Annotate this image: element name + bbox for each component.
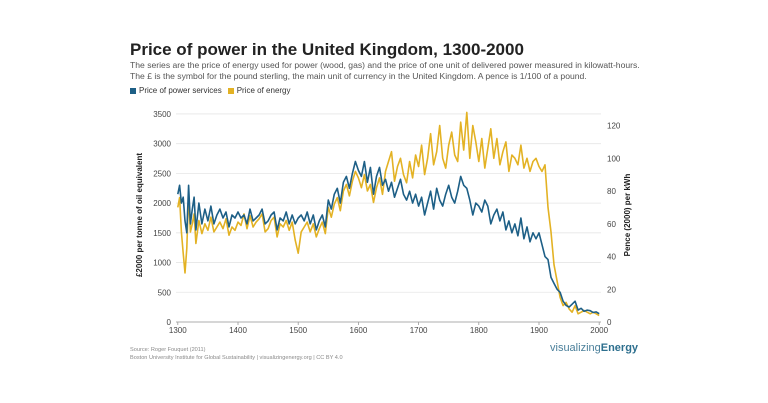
x-tick-label: 1800 [470,326,488,335]
y-left-tick-label: 1500 [153,229,171,238]
y-left-tick-label: 3500 [153,110,171,119]
source-line-2: Boston University Institute for Global S… [130,355,343,361]
y-left-tick-label: 500 [158,288,172,297]
legend: Price of power services Price of energy [130,86,291,95]
chart-title: Price of power in the United Kingdom, 13… [130,40,524,59]
x-tick-label: 1500 [289,326,307,335]
series-line-power-services [177,160,600,315]
brand-light: visualizing [550,342,601,354]
y-right-tick-label: 0 [607,318,612,327]
y-left-tick-label: 2000 [153,199,171,208]
source-note: Source: Roger Fouquet (2011) Boston Univ… [130,346,343,362]
legend-swatch-energy [227,87,234,94]
y-right-tick-label: 80 [607,187,616,196]
x-tick-label: 1600 [350,326,368,335]
source-line-1: Source: Roger Fouquet (2011) [130,347,206,353]
x-tick-label: 1900 [530,326,548,335]
x-tick-label: 1300 [169,326,187,335]
series-line-energy [177,111,600,317]
legend-item-energy: Price of energy [227,86,291,95]
y-right-tick-label: 100 [607,154,621,163]
y-left-tick-label: 0 [167,318,172,327]
y-right-tick-label: 60 [607,220,616,229]
x-tick-label: 1700 [410,326,428,335]
brand-bold: Energy [600,342,639,354]
y-right-axis-title: Pence (2000) per kWh [623,174,632,257]
legend-item-services: Price of power services [130,86,222,95]
legend-label-energy: Price of energy [236,86,291,95]
y-left-tick-label: 2500 [153,169,171,178]
y-right-tick-label: 20 [607,285,616,294]
brand-logo: visualizingEnergy [550,342,638,354]
y-right-tick-label: 40 [607,253,616,262]
x-tick-label: 2000 [590,326,608,335]
y-left-tick-label: 1000 [153,259,171,268]
legend-swatch-services [130,87,136,94]
y-right-tick-label: 120 [607,122,621,131]
x-tick-label: 1400 [229,326,247,335]
chart-subtitle: The series are the price of energy used … [130,60,640,81]
legend-label-services: Price of power services [139,86,222,95]
y-left-axis-title: £2000 per tonne of oil equivalent [135,153,144,277]
y-left-tick-label: 3000 [153,140,171,149]
